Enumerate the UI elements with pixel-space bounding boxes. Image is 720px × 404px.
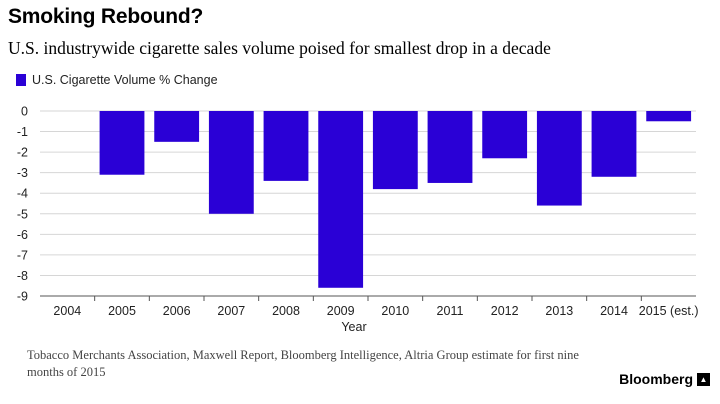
bar-2005 xyxy=(99,111,145,175)
bar-2013 xyxy=(536,111,582,206)
x-tick-label: 2005 xyxy=(108,304,136,318)
brand-logo: Bloomberg ▲ xyxy=(619,371,710,387)
y-tick-label: -5 xyxy=(17,207,28,221)
chart-subtitle: U.S. industrywide cigarette sales volume… xyxy=(8,38,551,58)
x-axis-title: Year xyxy=(341,320,366,334)
bar-2006 xyxy=(154,111,200,142)
bar-2014 xyxy=(591,111,637,177)
x-tick-label: 2013 xyxy=(545,304,573,318)
legend: U.S. Cigarette Volume % Change xyxy=(16,73,218,87)
y-tick-label: -3 xyxy=(17,166,28,180)
x-tick-label: 2010 xyxy=(381,304,409,318)
bar-2011 xyxy=(427,111,473,183)
x-tick-label: 2009 xyxy=(327,304,355,318)
bar-2015-est xyxy=(646,111,692,122)
x-tick-label: 2006 xyxy=(163,304,191,318)
y-tick-label: -1 xyxy=(17,125,28,139)
x-tick-label: 2004 xyxy=(53,304,81,318)
source-note: Tobacco Merchants Association, Maxwell R… xyxy=(27,348,579,379)
bar-2012 xyxy=(482,111,528,159)
x-tick-label: 2014 xyxy=(600,304,628,318)
bar-2009 xyxy=(318,111,364,288)
x-tick-label: 2011 xyxy=(437,304,464,318)
chart-title: Smoking Rebound? xyxy=(8,5,204,28)
brand-name: Bloomberg xyxy=(619,371,693,387)
y-tick-label: 0 xyxy=(21,105,28,119)
y-tick-label: -6 xyxy=(17,228,28,242)
bar-2010 xyxy=(372,111,418,190)
y-tick-label: -8 xyxy=(17,269,28,283)
legend-label: U.S. Cigarette Volume % Change xyxy=(32,73,218,87)
x-tick-label: 2008 xyxy=(272,304,300,318)
y-tick-label: -2 xyxy=(17,146,28,160)
bloomberg-mark-icon: ▲ xyxy=(697,372,710,386)
bar-2008 xyxy=(263,111,309,181)
legend-swatch xyxy=(16,74,26,86)
x-tick-label: 2007 xyxy=(217,304,245,318)
bar-2007 xyxy=(208,111,254,214)
y-tick-label: -9 xyxy=(17,290,28,304)
x-tick-label: 2012 xyxy=(491,304,519,318)
y-tick-label: -4 xyxy=(17,187,28,201)
y-tick-label: -7 xyxy=(17,248,28,262)
x-tick-label: 2015 (est.) xyxy=(639,304,699,318)
